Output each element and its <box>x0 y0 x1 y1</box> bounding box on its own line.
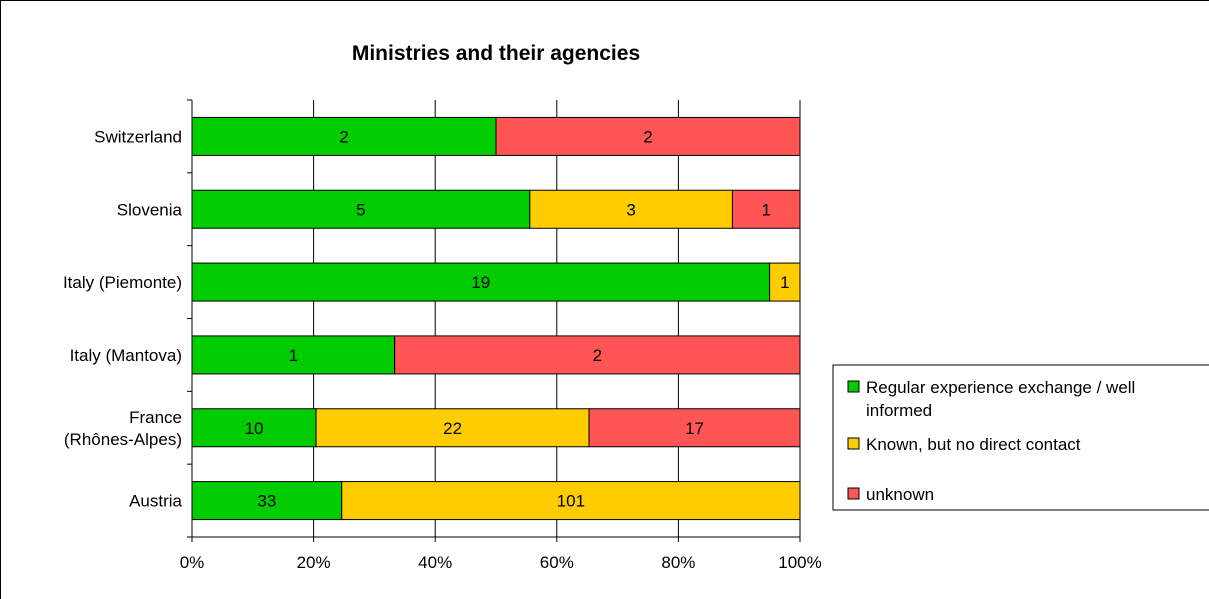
category-label: Austria <box>129 492 182 511</box>
data-label: 1 <box>780 273 789 292</box>
legend-swatch <box>847 487 860 500</box>
legend-label: unknown <box>866 485 934 504</box>
data-label: 1 <box>761 200 770 219</box>
category-label: Switzerland <box>94 127 182 146</box>
data-label: 19 <box>471 273 490 292</box>
x-tick-label: 0% <box>180 553 205 572</box>
data-label: 33 <box>257 492 276 511</box>
x-tick-label: 80% <box>661 553 695 572</box>
bar-segment <box>731 189 801 229</box>
legend-box <box>832 364 1209 511</box>
x-tick-label: 60% <box>540 553 574 572</box>
legend-swatch <box>847 437 860 450</box>
bar-segment <box>769 262 801 302</box>
category-label: (Rhônes-Alpes) <box>64 430 182 449</box>
x-tick-label: 100% <box>778 553 821 572</box>
data-label: 3 <box>626 200 635 219</box>
bar-segment <box>315 408 590 448</box>
data-label: 101 <box>557 492 585 511</box>
data-label: 1 <box>289 346 298 365</box>
category-label: Italy (Mantova) <box>70 346 182 365</box>
legend-swatch <box>847 380 860 393</box>
legend: Regular experience exchange / well inform… <box>832 364 1209 511</box>
bar-segment <box>191 335 396 375</box>
chart-title: Ministries and their agencies <box>352 42 640 65</box>
data-label: 5 <box>356 200 365 219</box>
data-label: 2 <box>593 346 602 365</box>
bar-segment <box>495 116 801 156</box>
data-label: 2 <box>643 127 652 146</box>
legend-label: Regular experience exchange / well <box>866 378 1135 397</box>
bars <box>191 116 801 521</box>
data-label: 22 <box>443 419 462 438</box>
bar-segment <box>191 408 317 448</box>
category-label: Italy (Piemonte) <box>63 273 182 292</box>
bar-segment <box>394 335 801 375</box>
bar-segment <box>529 189 733 229</box>
x-tick-label: 20% <box>297 553 331 572</box>
bar-segment <box>341 481 801 521</box>
data-label: 17 <box>685 419 704 438</box>
bar-segment <box>191 189 531 229</box>
axes: 0% 20% 40% 60% 80% 100% Switzerland Slovenia Ita… <box>63 99 822 572</box>
bar-segment <box>588 408 801 448</box>
grid <box>313 100 801 537</box>
category-label: Slovenia <box>117 200 183 219</box>
data-label: 10 <box>245 419 264 438</box>
data-label: 2 <box>339 127 348 146</box>
category-label: France <box>129 408 182 427</box>
bar-segment <box>191 116 497 156</box>
legend-label: Known, but no direct contact <box>866 435 1081 454</box>
x-tick-label: 40% <box>418 553 452 572</box>
legend-label: informed <box>866 401 932 420</box>
